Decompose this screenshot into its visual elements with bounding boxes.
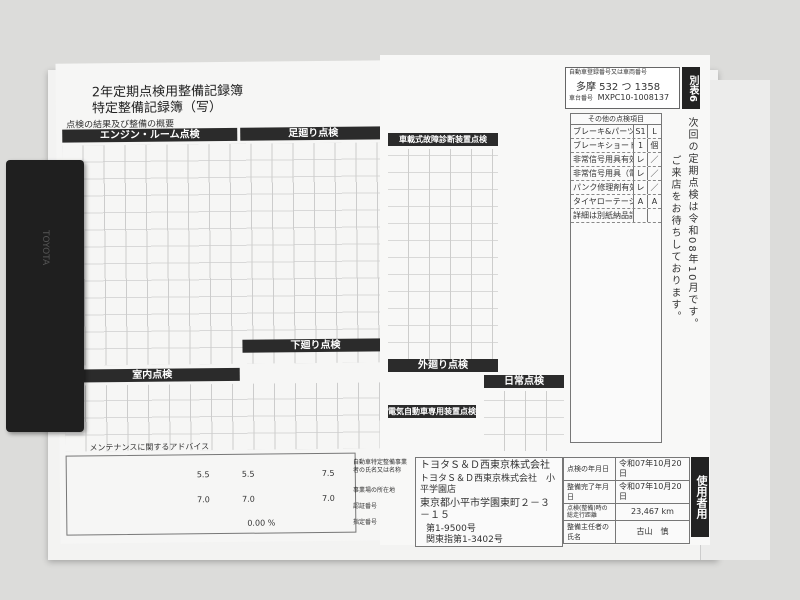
- left-page: 2年定期点検用整備記録簿 特定整備記録簿（写） 点検の結果及び整備の概要 エンジ…: [55, 60, 391, 544]
- other-item-c1: S1: [633, 125, 647, 138]
- designation-label: 指定番号: [353, 519, 378, 526]
- other-item-row: 非常信号用具有効期限レ／: [571, 153, 661, 167]
- section-suspension: 足廻り点検: [240, 126, 387, 141]
- other-item-label: パンク修理剤有効期限: [573, 183, 633, 192]
- checklist-grid: [62, 142, 389, 366]
- section-engine-room: エンジン・ルーム点検: [62, 127, 238, 143]
- workshop-name-2: トヨタＳ＆Ｄ西東京株式会社 小平学園店: [420, 474, 556, 495]
- maintenance-advice-label: メンテナンスに関するアドバイス: [89, 442, 210, 453]
- section-obd: 車載式故障診断装置点検: [388, 133, 498, 146]
- section-underbody: 下廻り点検: [242, 338, 389, 353]
- measure-6: 7.0: [322, 493, 335, 503]
- other-item-c2: A: [647, 195, 661, 208]
- other-item-c2: ／: [647, 181, 661, 194]
- next-inspection-note: 次回の定期点検は令和08年10月です。: [686, 117, 697, 331]
- inspection-date: 令和07年10月20日: [615, 457, 690, 481]
- user-use-label: 使用者用: [691, 457, 709, 537]
- clip-logo: TOYOTA: [40, 230, 50, 266]
- other-item-row: 詳細は別紙納品請求書等参照: [571, 209, 661, 223]
- measurement-area: 5.5 5.5 7.5 7.0 7.0 7.0 0.00 %: [65, 452, 357, 536]
- underlying-sheet: [700, 80, 770, 560]
- section-ev: 電気自動車専用装置点検: [388, 405, 476, 418]
- checklist-grid-lower: [64, 382, 390, 452]
- measure-2: 5.5: [241, 469, 255, 479]
- completion-date: 令和07年10月20日: [615, 480, 690, 504]
- annex-label: 別表6: [682, 67, 700, 109]
- right-checklist: [388, 149, 498, 359]
- other-item-label: 非常信号用具（電気式 点灯確認）: [573, 169, 633, 178]
- vehicle-id-box: 自動車登録番号又は車両番号 多摩 532 つ 1358 車台番号 MXPC10-…: [565, 67, 680, 109]
- address-label: 事業場の所在地: [353, 487, 396, 494]
- other-item-c2: ／: [647, 153, 661, 166]
- other-item-row: ブレーキ&パーツクリーナー（フキャセイ）1LS1L: [571, 125, 661, 139]
- cert-label: 認証番号: [353, 503, 378, 510]
- workshop-name-1: トヨタＳ＆Ｄ西東京株式会社: [420, 460, 550, 471]
- chief-label: 整備主任者の氏名: [563, 520, 616, 544]
- designation-number: 関東指第1-3402号: [426, 535, 503, 545]
- other-item-label: ブレーキ&パーツクリーナー（フキャセイ）1L: [573, 127, 633, 136]
- other-item-row: パンク修理剤有効期限レ／: [571, 181, 661, 195]
- operator-label: 自動車特定整備事業者の氏名又は名称: [353, 459, 408, 474]
- other-item-row: ブレーキショートパーツ（グリス・スレイ）1個: [571, 139, 661, 153]
- workshop-box: トヨタＳ＆Ｄ西東京株式会社 トヨタＳ＆Ｄ西東京株式会社 小平学園店 東京都小平市…: [415, 457, 563, 547]
- measure-1: 5.5: [196, 470, 210, 480]
- section-daily: 日常点検: [484, 375, 564, 388]
- workshop-address: 東京都小平市学園東町２－３－１５: [420, 498, 550, 521]
- other-item-row: タイヤローテーションAA: [571, 195, 661, 209]
- measure-3: 7.5: [321, 468, 335, 478]
- chief-mechanic: 古山 慎: [615, 520, 690, 544]
- record-table: 点検の年月日 令和07年10月20日 整備完了年月日 令和07年10月20日 点検(…: [563, 457, 690, 544]
- completion-date-label: 整備完了年月日: [563, 480, 616, 504]
- other-item-label: 詳細は別紙納品請求書等参照: [573, 211, 633, 220]
- registration-label: 自動車登録番号又は車両番号: [569, 69, 648, 76]
- black-clip: [6, 160, 84, 432]
- other-item-c1: 1: [633, 139, 647, 152]
- section-interior: 室内点検: [64, 367, 240, 383]
- right-page: 車載式故障診断装置点検 外廻り点検 電気自動車専用装置点検 日常点検 自動車登録…: [353, 55, 710, 547]
- inspection-date-label: 点検の年月日: [563, 457, 616, 481]
- record-title-1: 2年定期点検用整備記録簿: [91, 83, 244, 101]
- other-item-c2: L: [647, 125, 661, 138]
- other-item-c2: 個: [647, 139, 661, 152]
- other-item-label: 非常信号用具有効期限: [573, 155, 633, 164]
- other-item-c2: ／: [647, 167, 661, 180]
- other-item-c1: レ: [633, 181, 647, 194]
- thanks-note: ご来店をお待ちしております。: [669, 155, 680, 323]
- registration-number: 多摩 532 つ 1358: [576, 82, 661, 93]
- daily-checklist: [484, 391, 564, 451]
- other-item-c1: レ: [633, 167, 647, 180]
- other-item-c1: [633, 209, 647, 222]
- mileage-label: 点検(整備)時の総走行距離: [563, 503, 616, 521]
- other-items-table: その他の点検項目 ブレーキ&パーツクリーナー（フキャセイ）1LS1Lブレーキショ…: [570, 113, 662, 443]
- cert-number: 第1-9500号: [426, 524, 476, 534]
- other-item-c1: レ: [633, 153, 647, 166]
- other-item-label: タイヤローテーション: [573, 197, 633, 206]
- other-item-row: 非常信号用具（電気式 点灯確認）レ／: [571, 167, 661, 181]
- other-item-label: ブレーキショートパーツ（グリス・スレイ）: [573, 141, 633, 150]
- mileage: 23,467 km: [615, 503, 690, 521]
- other-item-c1: A: [633, 195, 647, 208]
- measure-5: 7.0: [242, 494, 255, 504]
- section-exterior: 外廻り点検: [388, 359, 498, 372]
- measure-4: 7.0: [197, 495, 210, 505]
- other-item-c2: [647, 209, 661, 222]
- record-title-2: 特定整備記録簿（写）: [91, 100, 223, 117]
- vin-label: 車台番号: [569, 95, 594, 102]
- co-value: 0.00 %: [247, 518, 276, 528]
- vin: MXPC10-1008137: [597, 93, 670, 102]
- other-items-label: その他の点検項目: [571, 114, 661, 125]
